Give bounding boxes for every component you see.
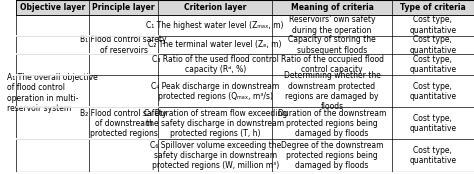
Bar bbox=[16, 0, 474, 15]
Text: Criterion layer: Criterion layer bbox=[184, 3, 246, 12]
Text: C₁ The highest water level (Zₘₐₓ, m): C₁ The highest water level (Zₘₐₓ, m) bbox=[146, 21, 284, 30]
Text: C₂ The terminal water level (Zₑ, m): C₂ The terminal water level (Zₑ, m) bbox=[148, 40, 282, 49]
Text: Principle layer: Principle layer bbox=[92, 3, 155, 12]
Text: Objective layer: Objective layer bbox=[20, 3, 85, 12]
Text: Type of criteria: Type of criteria bbox=[400, 3, 465, 12]
Text: C₆ Spillover volume exceeding the
safety discharge in downstream
protected regio: C₆ Spillover volume exceeding the safety… bbox=[150, 141, 281, 171]
Text: Degree of the downstream
protected regions being
damaged by floods: Degree of the downstream protected regio… bbox=[281, 141, 383, 171]
Text: Reservoirs' own safety
during the operation: Reservoirs' own safety during the operat… bbox=[289, 15, 375, 35]
Text: Meaning of criteria: Meaning of criteria bbox=[291, 3, 374, 12]
Text: Duration of the downstream
protected regions being
damaged by floods: Duration of the downstream protected reg… bbox=[278, 109, 386, 138]
Text: Determining whether the
downstream protected
regions are damaged by
floods: Determining whether the downstream prote… bbox=[283, 71, 381, 111]
Text: B₁ Flood control safety
of reservoirs: B₁ Flood control safety of reservoirs bbox=[81, 35, 167, 55]
Text: Cost type,
quantitative: Cost type, quantitative bbox=[409, 82, 456, 101]
Text: Cost type,
quantitative: Cost type, quantitative bbox=[409, 15, 456, 35]
Text: Cost type,
quantitative: Cost type, quantitative bbox=[409, 35, 456, 55]
Text: C₅ Duration of stream flow exceeding
the safety discharge in downstream
protecte: C₅ Duration of stream flow exceeding the… bbox=[144, 109, 287, 138]
Text: Cost type,
quantitative: Cost type, quantitative bbox=[409, 146, 456, 165]
Text: B₂ Flood control safety
of downstream
protected regions: B₂ Flood control safety of downstream pr… bbox=[80, 109, 167, 138]
Text: C₄ Peak discharge in downstream
protected regions (Qₘₐₓ, m³/s): C₄ Peak discharge in downstream protecte… bbox=[151, 82, 279, 101]
Text: C₃ Ratio of the used flood control
capacity (Rᵈ, %): C₃ Ratio of the used flood control capac… bbox=[152, 55, 279, 74]
Text: Cost type,
quantitative: Cost type, quantitative bbox=[409, 55, 456, 74]
Text: A₁ The overall objective
of flood control
operation in multi-
reservoir system: A₁ The overall objective of flood contro… bbox=[7, 73, 98, 113]
Text: Capacity of storing the
subsequent floods: Capacity of storing the subsequent flood… bbox=[288, 35, 376, 55]
Text: Ratio of the occupied flood
control capacity: Ratio of the occupied flood control capa… bbox=[281, 55, 383, 74]
Text: Cost type,
quantitative: Cost type, quantitative bbox=[409, 114, 456, 133]
